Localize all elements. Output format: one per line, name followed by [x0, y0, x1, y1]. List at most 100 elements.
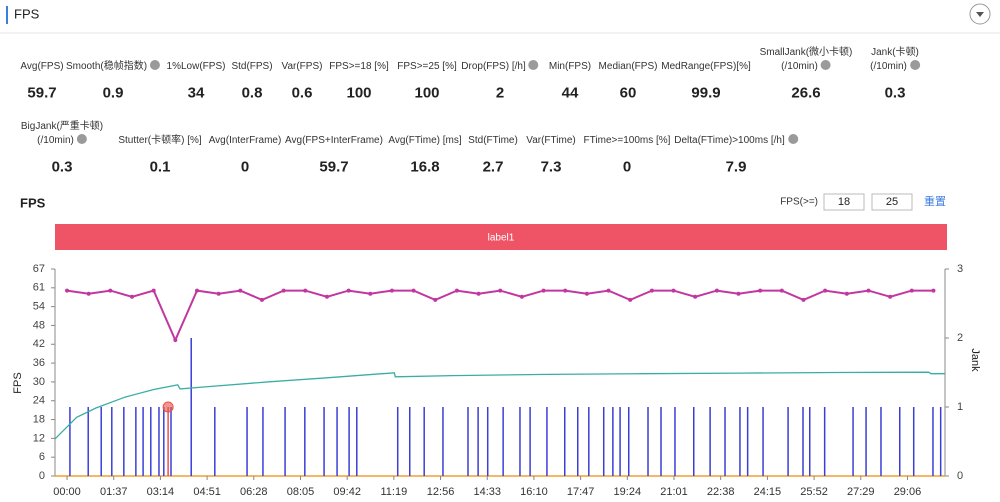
stat-label: Avg(FTime) [ms] [388, 134, 461, 148]
x-tick-label: 06:28 [240, 486, 268, 498]
help-icon[interactable] [909, 60, 920, 70]
stat-label: Stutter(卡顿率) [%] [118, 134, 201, 148]
stat-label: BigJank(严重卡顿) (/10min) [21, 120, 103, 148]
fps-point [541, 288, 546, 293]
fps-point [801, 297, 806, 302]
stat-value: 7.3 [541, 159, 562, 176]
stat-label: Std(FTime) [468, 134, 518, 148]
stat-label: Std(FPS) [231, 60, 272, 74]
collapse-button[interactable] [969, 3, 991, 25]
stat-value-text: 100 [346, 84, 372, 102]
stat-value-text: 7.3 [540, 158, 562, 176]
fps-point [303, 288, 308, 293]
fps-point [346, 288, 351, 293]
stat-value: 0.3 [885, 85, 906, 102]
fps-point [498, 288, 503, 293]
y-tick-label: 24 [33, 395, 45, 407]
threshold-value[interactable]: 18 [838, 196, 850, 208]
stat-value-text: 0.8 [241, 84, 263, 102]
stat-label: Smooth(稳帧指数) [66, 60, 161, 74]
chart-title: FPS [20, 195, 46, 210]
x-tick-label: 22:38 [707, 486, 735, 498]
threshold-value[interactable]: 25 [886, 196, 898, 208]
stat-value-text: 2.7 [482, 158, 504, 176]
header-title: FPS [14, 6, 40, 21]
y-tick-label: 42 [33, 338, 45, 350]
threshold-input[interactable] [823, 193, 865, 211]
stat-value: 0 [623, 159, 631, 176]
stat-label: FPS>=25 [%] [397, 60, 456, 74]
stat-label-text: Std(FPS) [231, 61, 273, 72]
fps-point [758, 288, 763, 293]
stat-value-text: 0.1 [149, 158, 171, 176]
fps-point [108, 288, 113, 293]
stat-label-text: BigJank(严重卡顿) (/10min) [20, 121, 104, 146]
stat-label: Delta(FTime)>100ms [/h] [674, 134, 798, 148]
help-icon[interactable] [528, 60, 539, 70]
fps-point [519, 294, 524, 299]
x-tick-label: 16:10 [520, 486, 548, 498]
stat-label-text: Avg(FTime) [ms] [388, 135, 462, 146]
help-icon[interactable] [820, 60, 831, 70]
y-tick-label: 0 [39, 470, 45, 482]
stat-label: FTime>=100ms [%] [584, 134, 671, 148]
stat-value: 16.8 [410, 159, 439, 176]
stat-label: Avg(InterFrame) [209, 134, 282, 148]
fps-point [736, 291, 741, 296]
help-icon[interactable] [76, 134, 87, 144]
stat-value-text: 26.6 [791, 84, 821, 102]
stat-value-text: 59.7 [319, 158, 349, 176]
stat-value-text: 0.3 [51, 158, 73, 176]
stat-label-text: Min(FPS) [548, 61, 592, 72]
stat-label: MedRange(FPS)[%] [661, 60, 750, 74]
x-tick-label: 08:05 [287, 486, 315, 498]
fps-point [779, 288, 784, 293]
fps-point [844, 291, 849, 296]
stat-value-text: 60 [619, 84, 637, 102]
fps-point [888, 294, 893, 299]
stat-label: Avg(FPS+InterFrame) [285, 134, 383, 148]
stat-value: 0.3 [52, 159, 73, 176]
stat-value: 0.1 [150, 159, 171, 176]
stat-value-text: 0.9 [102, 84, 124, 102]
stat-label-text: Var(FPS) [281, 61, 323, 72]
fps-point [454, 288, 459, 293]
threshold-input[interactable] [871, 193, 913, 211]
stat-label: Var(FPS) [282, 60, 323, 74]
help-icon[interactable] [787, 134, 798, 144]
reset-link[interactable]: 重置 [924, 194, 946, 208]
fps-point [433, 297, 438, 302]
stat-label-text: Var(FTime) [526, 135, 576, 146]
fps-point [714, 288, 719, 293]
fps-point [151, 288, 156, 293]
y-tick-label: 36 [33, 357, 45, 369]
fps-point [389, 288, 394, 293]
x-tick-label: 11:19 [381, 486, 408, 498]
stat-value: 100 [346, 85, 371, 102]
stat-value: 0.8 [242, 85, 263, 102]
stat-value: 0.6 [292, 85, 313, 102]
fps-point [130, 294, 135, 299]
y-tick-label: 12 [33, 432, 45, 444]
y-tick-label: 54 [33, 301, 45, 313]
stat-label: Median(FPS) [599, 60, 658, 74]
stat-label-text: 1%Low(FPS) [166, 61, 226, 72]
x-tick-label: 29:06 [894, 486, 922, 498]
help-icon[interactable] [150, 60, 161, 70]
stat-value: 0.9 [103, 85, 124, 102]
x-tick-label: 17:47 [567, 486, 595, 498]
stat-value: 59.7 [319, 159, 348, 176]
fps-point [368, 291, 373, 296]
fps-point [671, 288, 676, 293]
x-tick-label: 09:42 [333, 486, 361, 498]
stat-value: 44 [562, 85, 579, 102]
fps-point [476, 291, 481, 296]
stat-value-text: 7.9 [725, 158, 747, 176]
stat-value-text: 34 [187, 84, 205, 102]
stat-label-text: FPS>=18 [%] [329, 61, 389, 72]
y-tick-label: 67 [33, 263, 45, 275]
fps-point [563, 288, 568, 293]
x-tick-label: 14:33 [473, 486, 501, 498]
